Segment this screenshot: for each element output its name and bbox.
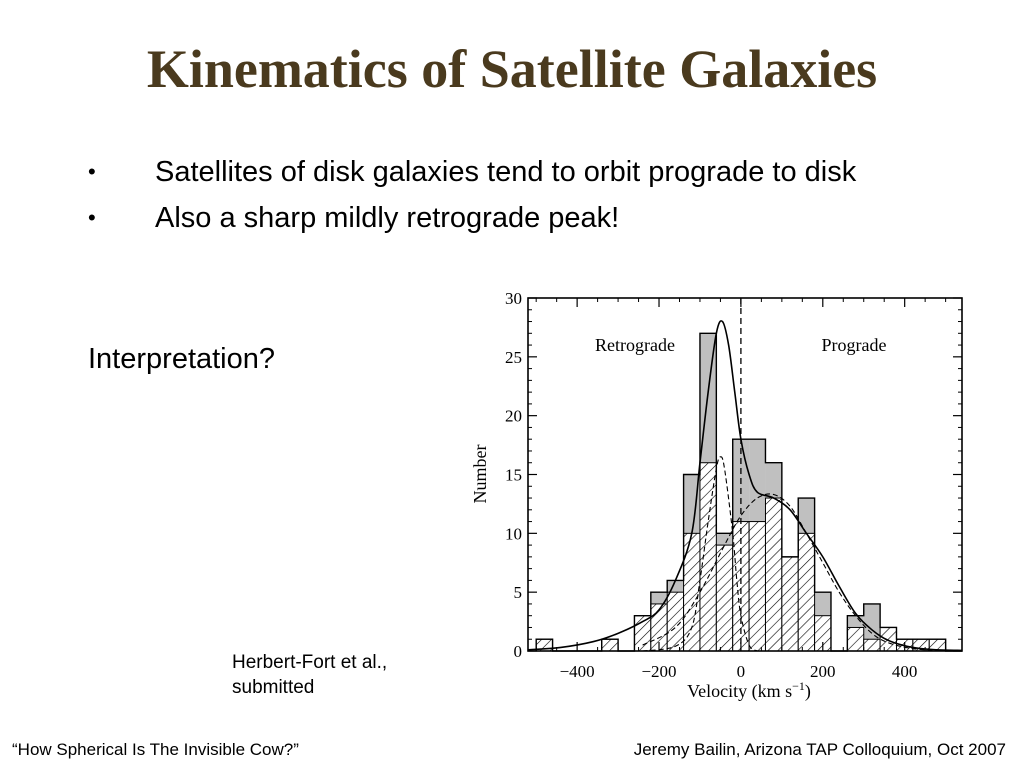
footer-talk-title: “How Spherical Is The Invisible Cow?” — [12, 740, 299, 759]
velocity-histogram-chart: 0 5 10 15 20 25 30 −400 −200 0 200 400 Retrograde P… — [470, 289, 963, 702]
fit-curve-component — [642, 456, 758, 651]
hatched-bar — [863, 638, 881, 652]
bullet-dot-icon: • — [88, 159, 96, 184]
citation-line-2: submitted — [232, 676, 315, 698]
y-tick-label: 5 — [514, 583, 523, 602]
footer-speaker-info: Jeremy Bailin, Arizona TAP Colloquium, O… — [633, 740, 1006, 759]
y-tick-label: 20 — [505, 407, 522, 426]
bullet-item: • Also a sharp mildly retrograde peak! — [88, 198, 948, 238]
x-axis-label: Velocity (km s−1) — [687, 679, 811, 702]
bullet-dot-icon: • — [88, 205, 96, 231]
slide-title: Kinematics of Satellite Galaxies — [146, 39, 878, 99]
citation: Herbert-Fort et al., submitted — [232, 651, 387, 700]
bullet-list: • Satellites of disk galaxies tend to or… — [88, 152, 948, 244]
fit-curve-total — [528, 320, 962, 651]
citation-line-1: Herbert-Fort et al., — [232, 652, 388, 673]
x-tick-label: −400 — [560, 662, 595, 681]
hatched-bar — [748, 521, 766, 652]
x-tick-label: −200 — [641, 662, 676, 681]
y-tick-label: 30 — [505, 289, 522, 308]
hatched-bar — [846, 626, 865, 652]
region-label-prograde: Prograde — [822, 335, 887, 355]
interpretation-text: Interpretation? — [88, 343, 276, 375]
x-axis-label-close: ) — [805, 681, 811, 702]
hatched-bar — [764, 497, 783, 652]
x-tick-label: 400 — [892, 662, 918, 681]
bullet-item: • Satellites of disk galaxies tend to or… — [88, 152, 948, 192]
hatched-bar — [781, 556, 799, 652]
region-label-retrograde: Retrograde — [595, 335, 675, 355]
x-axis-label-superscript: −1 — [792, 679, 805, 693]
hatched-bar — [666, 591, 685, 652]
y-tick-label: 0 — [514, 642, 523, 661]
hatched-bar — [683, 532, 701, 652]
hatched-bar — [879, 626, 897, 652]
y-axis-label: Number — [470, 445, 490, 504]
hatched-bar — [797, 532, 816, 652]
x-tick-label: 200 — [810, 662, 836, 681]
hatched-bar — [699, 462, 717, 652]
hatched-bar — [715, 544, 734, 652]
x-tick-label: 0 — [737, 662, 746, 681]
y-tick-label: 15 — [505, 466, 522, 485]
x-axis-label-text: Velocity (km s — [687, 681, 792, 702]
ticks-layer: 0 5 10 15 20 25 30 −400 −200 0 200 400 — [505, 289, 962, 681]
bullet-text: Satellites of disk galaxies tend to orbi… — [155, 156, 857, 188]
fit-curves-layer — [528, 320, 962, 651]
fit-curve-component — [642, 493, 946, 651]
y-tick-label: 25 — [505, 348, 522, 367]
y-tick-label: 10 — [505, 524, 522, 543]
bullet-text: Also a sharp mildly retrograde peak! — [155, 202, 620, 235]
hatched-bar — [601, 638, 619, 652]
